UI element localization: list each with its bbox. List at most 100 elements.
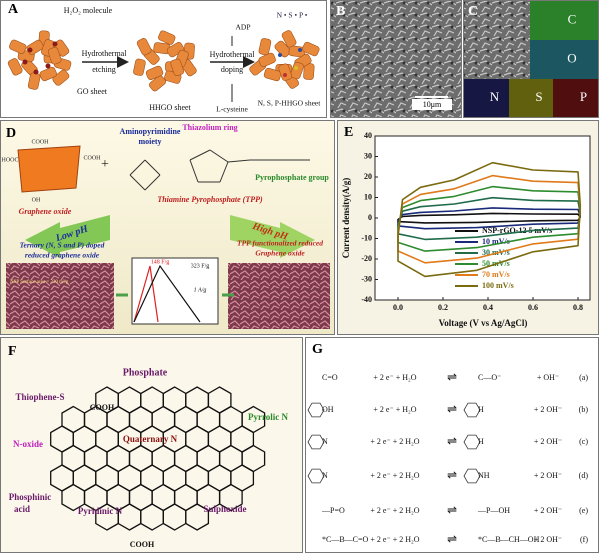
label: N-oxide	[13, 439, 43, 449]
ring	[463, 468, 481, 484]
dopant	[298, 48, 302, 52]
legend-label: 100 mV/s	[482, 281, 514, 290]
reaction-part: —P—OH	[477, 506, 510, 515]
x-tick-label: 0.4	[483, 303, 493, 312]
map-tile	[509, 79, 553, 117]
reaction-part: N	[322, 471, 328, 480]
label: Thiamine Pyrophosphate (TPP)	[157, 195, 263, 204]
reaction-part: + 2 e⁻ + 2 H₂O	[370, 437, 419, 446]
scale-box	[412, 99, 452, 110]
sheet	[170, 58, 185, 77]
label: H₂O₂ molecule	[64, 6, 113, 15]
legend-label: 70 mV/s	[482, 270, 510, 279]
molecule	[45, 63, 51, 69]
molecule	[33, 69, 39, 75]
panel-label: F	[8, 344, 17, 359]
map-tile	[553, 79, 598, 117]
label: Ternary (N, S and P) doped	[20, 241, 105, 250]
bond	[189, 159, 199, 183]
label: N • S • P •	[277, 11, 308, 20]
reaction-part: —P=O	[321, 506, 345, 515]
label: Hydrothermal	[210, 50, 256, 59]
legend-label: NSP-rGO-12 5 mV/s	[482, 226, 552, 235]
reaction-part: + 2 OH⁻	[534, 535, 562, 544]
map-label: S	[535, 89, 542, 104]
sheet	[149, 75, 166, 92]
reaction-part: + 2 e⁻ + H₂O	[373, 373, 416, 382]
reaction-part: + OH⁻	[537, 373, 559, 382]
sheet	[136, 38, 152, 56]
bond	[189, 149, 211, 161]
reaction-part: H	[478, 437, 484, 446]
panel-label: D	[6, 126, 16, 141]
reaction-part: + 2 e⁻ + 2 H₂O	[370, 535, 419, 544]
sem-image	[228, 263, 330, 329]
sheet	[52, 69, 70, 86]
label: etching	[92, 65, 116, 74]
reaction-part: (e)	[579, 506, 588, 515]
panel-label: G	[312, 342, 323, 357]
dopant	[283, 73, 287, 77]
label: doping	[221, 65, 243, 74]
y-tick-label: 10	[364, 192, 372, 201]
arrow-low	[25, 215, 110, 258]
label: Pyridinic N	[78, 506, 123, 516]
sem-image	[464, 1, 530, 79]
bond	[209, 149, 229, 163]
sheet	[258, 52, 276, 67]
reaction-part: + 2 OH⁻	[534, 405, 562, 414]
reaction-part: ⇌	[447, 434, 457, 448]
sheet	[39, 66, 57, 82]
reaction-part: *C—B—C=O	[322, 535, 369, 544]
hexagon	[185, 503, 210, 531]
reaction-part: (f)	[580, 535, 588, 544]
sheet	[145, 65, 164, 80]
reaction-part: + 2 e⁻ + 2 H₂O	[370, 471, 419, 480]
ring	[463, 434, 481, 450]
plot-area	[374, 135, 591, 301]
legend-label: 10 mV/s	[482, 237, 510, 246]
label: N, S, P-HHGO sheet	[258, 99, 322, 108]
molecule	[27, 47, 33, 53]
reaction-part: *C—B—CH—OH	[478, 535, 540, 544]
reaction-part: ⇌	[447, 468, 457, 482]
map-tile	[530, 1, 598, 40]
axis-label: Current density(A/g)	[341, 178, 351, 259]
reaction-part: (b)	[579, 405, 589, 414]
x-tick-label: 0.6	[528, 303, 538, 312]
label: COOH	[31, 139, 49, 145]
sem-image	[6, 263, 114, 329]
sheet	[133, 58, 146, 76]
label: Pyrrolic N	[248, 412, 289, 422]
x-tick-label: 0.0	[393, 303, 403, 312]
panel	[305, 337, 599, 553]
reaction-part: OH	[322, 405, 334, 414]
reaction-part: C=O	[322, 373, 338, 382]
label: reduced graphene oxide	[25, 251, 100, 260]
ring	[307, 468, 325, 484]
y-tick-label: -20	[361, 254, 372, 263]
reaction-part: ⇌	[447, 402, 457, 416]
label: Graphene oxide	[255, 249, 305, 258]
label: Sulphoxide	[203, 504, 246, 514]
sheet	[290, 61, 304, 80]
chain	[227, 159, 310, 163]
ring	[463, 402, 481, 418]
label: COOH	[83, 155, 101, 161]
map-label: N	[490, 89, 500, 104]
x-tick-label: 0.2	[438, 303, 448, 312]
panel-label: C	[468, 4, 478, 19]
y-tick-label: 20	[364, 172, 372, 181]
sheet	[47, 47, 62, 65]
label: COOH	[130, 540, 155, 549]
label: Phosphinic	[9, 492, 52, 502]
ring	[307, 434, 325, 450]
label: COOH	[90, 403, 115, 412]
reaction-part: + 2 OH⁻	[534, 506, 562, 515]
label: NSP Surface area = 230 m²/g	[10, 279, 69, 285]
label: Hydrothermal	[82, 49, 128, 58]
sheet	[9, 39, 27, 54]
hexagon	[218, 483, 243, 512]
panel-label: E	[344, 125, 353, 140]
